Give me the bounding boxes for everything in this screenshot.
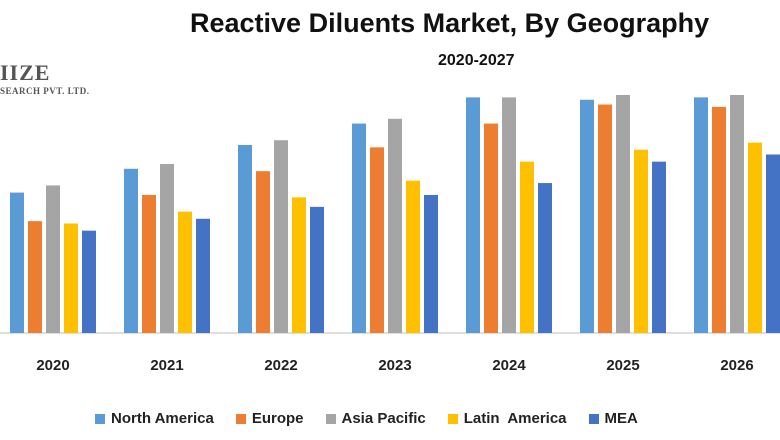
bar-2025-asia-pacific xyxy=(616,95,630,333)
legend-label: Asia Pacific xyxy=(341,410,426,427)
bar-2024-asia-pacific xyxy=(502,97,516,333)
bar-2020-europe xyxy=(28,221,42,333)
legend-item: North America xyxy=(95,410,214,427)
x-tick-label: 2024 xyxy=(492,357,526,374)
legend-item: Asia Pacific xyxy=(325,410,426,427)
chart-title: Reactive Diluents Market, By Geography xyxy=(190,8,710,38)
legend-label: MEA xyxy=(604,410,638,427)
x-tick-label: 2022 xyxy=(264,357,297,374)
bar-2023-mea xyxy=(424,194,438,333)
x-tick-label: 2026 xyxy=(720,357,753,374)
bar-2021-north-america xyxy=(124,168,138,333)
bar-2026-asia-pacific xyxy=(730,95,744,333)
bar-2020-latin-america xyxy=(64,223,78,333)
legend-swatch xyxy=(447,413,458,424)
bar-2020-mea xyxy=(82,230,96,333)
company-logo: IIZE SEARCH PVT. LTD. xyxy=(0,60,90,97)
legend-swatch xyxy=(235,413,246,424)
logo-wordmark: IIZE xyxy=(0,60,51,85)
legend-label: Latin America xyxy=(463,410,567,427)
bar-2021-latin-america xyxy=(178,211,192,333)
legend-label: Europe xyxy=(251,410,304,427)
legend-swatch xyxy=(325,413,336,424)
x-tick-label: 2021 xyxy=(150,357,183,374)
bar-2021-asia-pacific xyxy=(160,164,174,333)
logo-tagline: SEARCH PVT. LTD. xyxy=(0,86,90,96)
bar-2025-north-america xyxy=(580,99,594,333)
legend-label: North America xyxy=(111,410,214,427)
bar-2024-latin-america xyxy=(520,161,534,333)
legend-item: Latin America xyxy=(447,410,567,427)
x-tick-label: 2023 xyxy=(378,357,411,374)
chart-legend: North America Europe Asia Pacific Latin Ame… xyxy=(95,410,638,427)
bar-2025-latin-america xyxy=(634,149,648,333)
bar-2026-north-america xyxy=(694,97,708,333)
legend-swatch xyxy=(95,413,105,424)
bar-2025-europe xyxy=(598,104,612,334)
bar-2024-north-america xyxy=(466,97,480,333)
bar-2026-europe xyxy=(712,106,726,334)
bar-2022-north-america xyxy=(238,144,252,333)
bar-2023-north-america xyxy=(352,123,366,333)
bar-2023-asia-pacific xyxy=(388,118,402,333)
bar-2021-mea xyxy=(196,218,210,333)
legend-item: Europe xyxy=(235,410,304,427)
bar-2022-mea xyxy=(310,206,324,333)
legend-swatch xyxy=(588,413,599,424)
bar-2020-asia-pacific xyxy=(46,185,60,333)
bar-2024-mea xyxy=(538,183,552,333)
bar-2022-latin-america xyxy=(292,197,306,333)
x-tick-label: 2025 xyxy=(606,357,639,374)
bar-2022-asia-pacific xyxy=(274,140,288,333)
bar-2026-latin-america xyxy=(748,142,762,333)
bar-2026-mea xyxy=(766,154,780,333)
bar-2023-latin-america xyxy=(406,180,420,333)
chart-subtitle: 2020-2027 xyxy=(438,52,515,69)
bar-2021-europe xyxy=(142,194,156,333)
bar-2025-mea xyxy=(652,161,666,333)
legend-item: MEA xyxy=(588,410,638,427)
bar-2022-europe xyxy=(256,171,270,333)
x-tick-label: 2020 xyxy=(36,357,69,374)
bar-2023-europe xyxy=(370,147,384,333)
bar-2020-north-america xyxy=(10,192,24,333)
bar-2024-europe xyxy=(484,123,498,333)
